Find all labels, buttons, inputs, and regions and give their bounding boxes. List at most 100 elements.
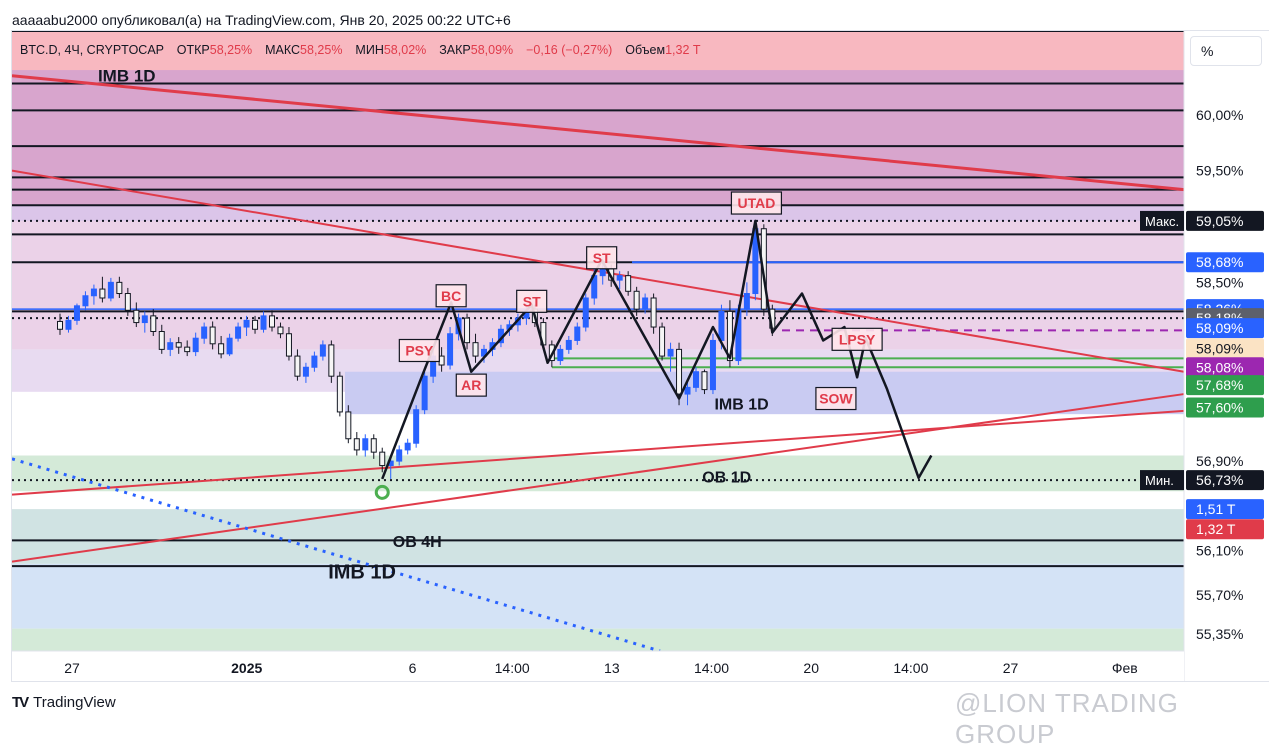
price-tick-label: 56,90% [1196, 453, 1243, 469]
legend-low-value: 58,02% [383, 43, 427, 57]
trendline-red [12, 409, 1185, 496]
wyckoff-label: ST [523, 293, 541, 309]
zone-label: IMB 1D [98, 67, 156, 86]
time-tick-label: 6 [409, 660, 417, 676]
candle-body [701, 371, 708, 391]
price-tag [1186, 357, 1264, 378]
wyckoff-label-box [398, 338, 440, 363]
publish-caption: aaaaabu2000 опубликовал(а) на TradingVie… [12, 12, 511, 28]
price-tick-label: 60,00% [1196, 107, 1243, 123]
zone-imb-1d-lower [12, 563, 1184, 629]
tradingview-brand[interactable]: TV TradingView [12, 694, 116, 711]
price-tag-label-bg [1140, 210, 1184, 231]
price-tag-value: 58,09% [1196, 320, 1243, 336]
candle-body [582, 297, 589, 328]
spring-marker [374, 484, 390, 500]
candle-body [116, 281, 123, 295]
legend-close-value: 58,09% [470, 43, 514, 57]
candle-body [684, 386, 691, 395]
candle-body [82, 295, 89, 307]
candle-body [616, 275, 623, 281]
price-tag-value: 58,68% [1196, 254, 1243, 270]
candle-body [743, 293, 750, 310]
percent-scale-button[interactable]: % [1190, 36, 1262, 66]
candle-body [345, 411, 352, 440]
tradingview-name: TradingView [33, 694, 116, 711]
zone-label: IMB 1D [714, 397, 768, 414]
price-tag [1186, 318, 1264, 339]
candle-body [396, 449, 403, 462]
price-tag-value: 1,51 T [1196, 501, 1236, 517]
legend-open-label: ОТКР [176, 43, 210, 57]
legend-open-value: 58,25% [209, 43, 253, 57]
candle-body [676, 348, 683, 395]
price-tick-label: 56,10% [1196, 542, 1243, 558]
time-tick-label: 27 [1003, 660, 1019, 676]
candle-body [726, 310, 733, 362]
candle-body [557, 348, 564, 362]
legend-close-label: ЗАКР [439, 43, 471, 57]
price-tag [1186, 519, 1264, 540]
time-tick-label: 27 [64, 660, 80, 676]
legend-change: −0,16 (−0,27%) [526, 43, 613, 57]
price-tag [1186, 375, 1264, 396]
candle-body [599, 268, 606, 277]
price-tag-label: Макс. [1145, 214, 1179, 229]
zone-range-pink [12, 220, 1184, 350]
candle-body [133, 309, 140, 324]
candle-body [328, 344, 335, 377]
ohlc-legend: BTC.D, 4Ч, CRYPTOCAP ОТКР58,25% МАКС58,2… [20, 43, 701, 57]
legend-high-label: МАКС [265, 43, 301, 57]
candle-body [209, 326, 216, 345]
wyckoff-label: BC [441, 288, 461, 304]
candle-body [319, 344, 326, 357]
candle-body [574, 326, 581, 341]
wyckoff-label-box [815, 386, 857, 411]
wyckoff-label-box [435, 284, 467, 308]
candle-body [150, 315, 157, 333]
candle-body [90, 288, 97, 297]
legend-symbol: BTC.D, 4Ч, CRYPTOCAP [20, 43, 164, 57]
candle-body [218, 343, 225, 355]
candle-body [311, 355, 318, 368]
candle-body [718, 310, 725, 341]
chart-canvas[interactable]: PSY BC AR ST ST UTAD LPSY SOW IMB 1D IMB 1D OB 1D O… [12, 31, 1269, 681]
candle-body [302, 366, 309, 377]
candle-body [243, 319, 250, 328]
candle-body [659, 326, 666, 357]
trendline-red [12, 169, 1185, 373]
wyckoff-label-box [455, 373, 487, 397]
wyckoff-label-box [730, 191, 783, 215]
time-tick-label: 13 [604, 660, 620, 676]
candle-body [65, 319, 72, 330]
candle-body [336, 375, 343, 413]
legend-low-label: МИН [355, 43, 384, 57]
candle-body [124, 293, 131, 311]
candle-body [175, 342, 182, 348]
candle-body [107, 281, 114, 299]
candle-body [353, 438, 360, 451]
candle-body [294, 355, 301, 377]
candle-body [201, 326, 208, 339]
wyckoff-label: PSY [405, 342, 434, 358]
price-tag [1186, 397, 1264, 418]
candle-body [260, 315, 267, 330]
candle-body [57, 320, 63, 330]
candle-body [285, 333, 292, 357]
candle-body [370, 438, 377, 453]
candle-body [99, 288, 106, 299]
legend-volume-label: Объем [625, 43, 666, 57]
watermark: @LION TRADING GROUP [955, 688, 1179, 749]
candle-body [226, 337, 233, 355]
candle-body [650, 297, 657, 328]
zone-ob-1d [12, 455, 1184, 492]
candle-body [184, 346, 191, 353]
candle-body [158, 331, 165, 350]
price-tick-label: 55,35% [1196, 626, 1243, 642]
price-tag-value: 58,08% [1196, 359, 1243, 375]
candle-body [252, 319, 259, 330]
zone-ob-4h [12, 509, 1184, 564]
zone-bottom-green [12, 628, 1184, 651]
trendline-red [12, 393, 1185, 563]
price-tick-label: 59,50% [1196, 163, 1243, 179]
